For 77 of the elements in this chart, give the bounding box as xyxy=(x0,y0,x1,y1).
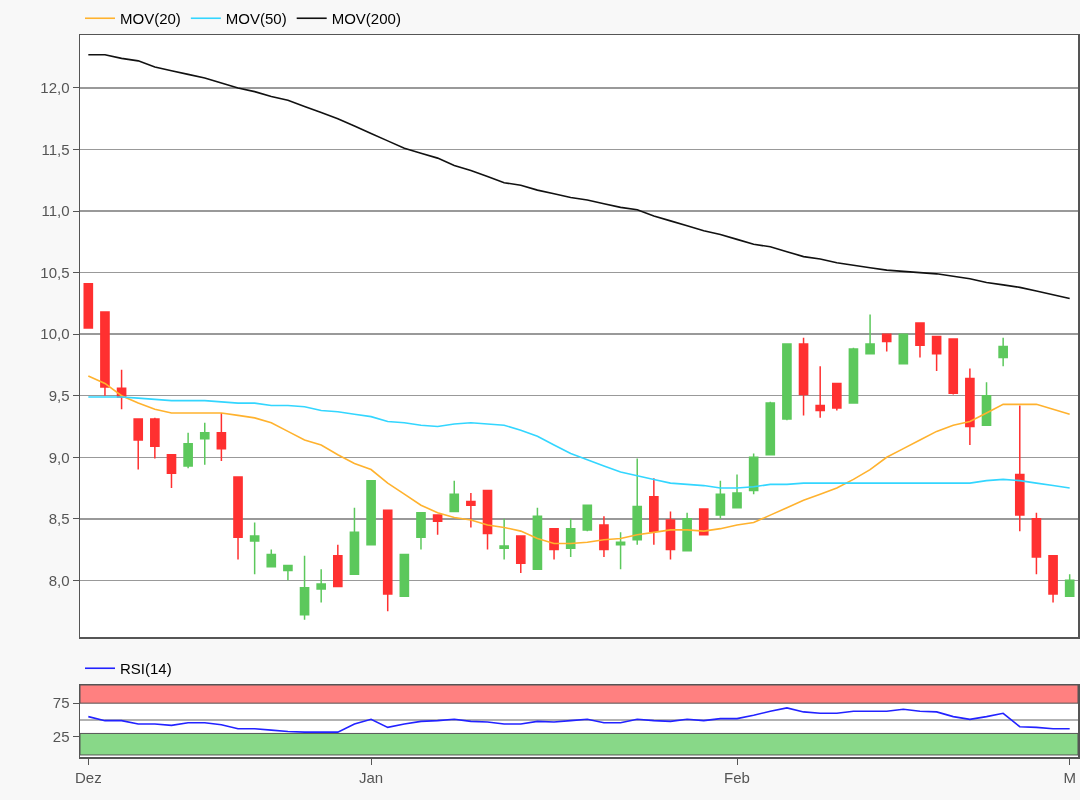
candlestick xyxy=(831,382,842,412)
x-tick-label: Dez xyxy=(74,768,102,786)
candlestick xyxy=(349,506,360,575)
x-tick-label: M xyxy=(1063,768,1076,786)
x-tick-label: Feb xyxy=(724,768,750,786)
candlestick xyxy=(449,479,460,513)
candlestick xyxy=(965,367,975,446)
line-series xyxy=(87,375,1071,545)
candlestick xyxy=(249,521,260,575)
candlestick xyxy=(798,337,809,417)
candlestick xyxy=(765,401,776,456)
legend-label: MOV(50) xyxy=(225,10,287,28)
candlestick xyxy=(915,322,925,359)
candlestick xyxy=(299,555,310,621)
y-tick-label: 10,0 xyxy=(40,325,70,343)
candlestick xyxy=(83,282,94,329)
candlestick xyxy=(565,518,576,558)
candlestick xyxy=(881,333,892,353)
candlestick xyxy=(432,514,443,536)
candlestick xyxy=(1031,511,1042,575)
y-tick-label: 12,0 xyxy=(40,79,70,97)
candlestick xyxy=(848,346,859,404)
candlestick xyxy=(466,492,476,529)
candlestick xyxy=(698,508,709,536)
y-tick-label: 8,5 xyxy=(48,510,70,528)
candlestick xyxy=(582,504,593,532)
y-tick-label: 8,0 xyxy=(48,571,70,589)
legend-label: RSI(14) xyxy=(120,660,172,678)
candlestick xyxy=(515,535,526,574)
y-tick-label: 11,0 xyxy=(41,202,70,220)
candlestick xyxy=(316,568,327,604)
y-tick-label: 11,5 xyxy=(41,140,70,158)
line-series xyxy=(87,53,1071,300)
candlestick xyxy=(366,479,376,546)
candlestick xyxy=(100,311,110,397)
line-series xyxy=(87,396,1071,489)
candlestick xyxy=(682,511,692,552)
candlestick xyxy=(266,548,277,568)
candlestick xyxy=(1014,404,1025,532)
line-series xyxy=(87,707,1071,733)
x-tick-label: Jan xyxy=(358,768,384,786)
candlestick xyxy=(649,477,659,546)
legend-label: MOV(200) xyxy=(331,10,401,28)
candlestick xyxy=(615,531,626,571)
candlestick xyxy=(216,412,227,462)
y-tick-label: 25 xyxy=(52,728,70,746)
candlestick xyxy=(898,333,909,365)
candlestick xyxy=(233,476,243,561)
candlestick xyxy=(998,337,1008,367)
candlestick xyxy=(332,543,343,588)
candlestick xyxy=(1064,573,1075,598)
candlestick xyxy=(399,553,410,598)
candlestick xyxy=(199,422,210,466)
candlestick xyxy=(382,509,393,612)
candlestick xyxy=(183,431,193,470)
candlestick xyxy=(549,527,559,561)
candlestick xyxy=(283,564,293,582)
candlestick xyxy=(150,417,160,460)
y-tick-label: 9,5 xyxy=(48,386,70,404)
candlestick xyxy=(416,511,426,551)
candlestick xyxy=(166,454,177,489)
y-tick-label: 75 xyxy=(52,694,70,712)
y-tick-label: 10,5 xyxy=(40,263,70,281)
candlestick xyxy=(782,343,792,422)
candlestick xyxy=(865,313,875,355)
candlestick xyxy=(632,457,643,546)
candlestick xyxy=(815,365,826,419)
candlestick xyxy=(931,335,942,372)
candlestick xyxy=(499,518,509,561)
candlestick xyxy=(133,418,144,471)
candlestick xyxy=(715,479,726,520)
candlestick xyxy=(599,515,609,558)
candlestick xyxy=(732,473,742,509)
candlestick xyxy=(1048,555,1058,604)
y-tick-label: 9,0 xyxy=(48,448,70,466)
candlestick xyxy=(948,338,959,396)
legend-label: MOV(20) xyxy=(120,10,181,28)
